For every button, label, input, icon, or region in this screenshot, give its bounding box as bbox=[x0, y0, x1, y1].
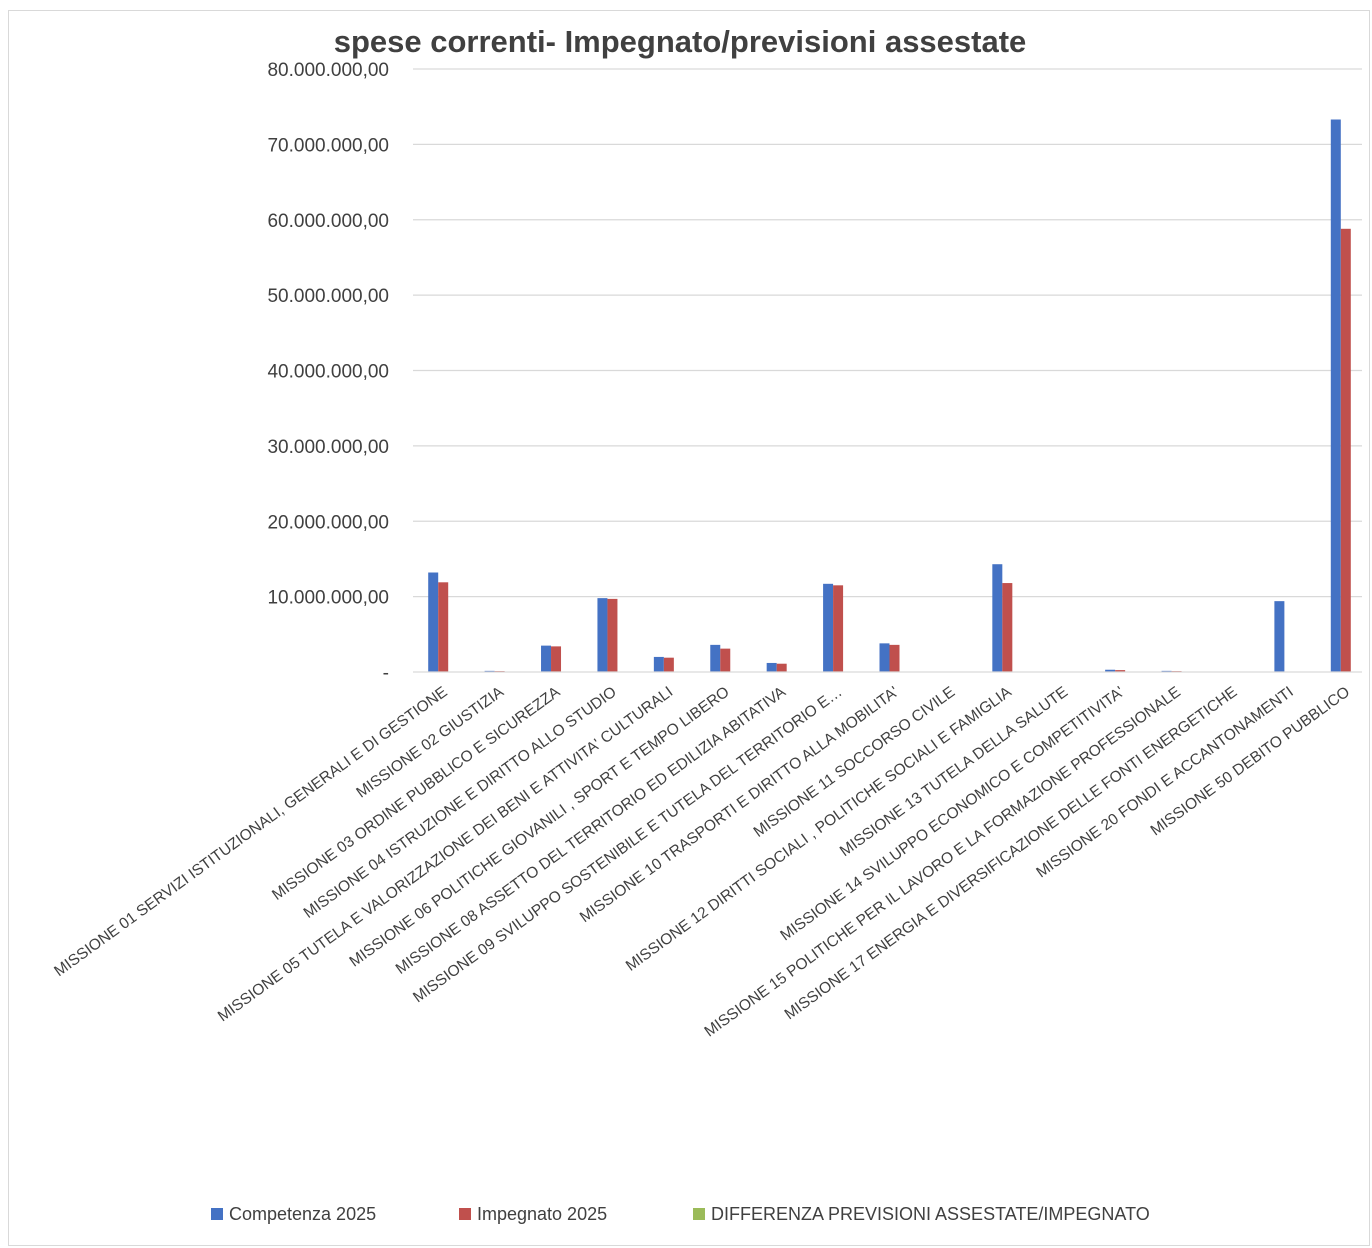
y-tick-label: 40.000.000,00 bbox=[267, 362, 389, 383]
bar-2-17 bbox=[1340, 228, 1351, 673]
bar-2-3 bbox=[551, 646, 562, 672]
bar-1-5 bbox=[653, 656, 664, 672]
bar-1-7 bbox=[766, 662, 777, 672]
legend-swatch bbox=[211, 1208, 223, 1220]
bar-1-4 bbox=[597, 598, 608, 672]
x-tick-label: MISSIONE 11 SOCCORSO CIVILE bbox=[751, 683, 959, 840]
bar-2-6 bbox=[720, 648, 731, 672]
x-axis-ticks: MISSIONE 01 SERVIZI ISTITUZIONALI, GENER… bbox=[51, 683, 1353, 1040]
y-axis-ticks: - 10.000.000,00 20.000.000,00 30.000.000,00… bbox=[267, 60, 389, 684]
bars bbox=[428, 119, 1351, 673]
legend-label: Competenza 2025 bbox=[229, 1204, 376, 1224]
bar-2-4 bbox=[607, 598, 618, 672]
bar-1-9 bbox=[879, 643, 890, 672]
bar-1-6 bbox=[710, 644, 721, 672]
bar-2-1 bbox=[438, 582, 449, 672]
y-tick-label: 70.000.000,00 bbox=[267, 135, 389, 156]
bar-1-13 bbox=[1105, 669, 1116, 672]
gridlines bbox=[413, 68, 1362, 598]
bar-1-11 bbox=[992, 564, 1003, 672]
bar-1-16 bbox=[1274, 601, 1285, 672]
y-tick-label: 20.000.000,00 bbox=[267, 512, 389, 533]
legend-label: DIFFERENZA PREVISIONI ASSESTATE/IMPEGNAT… bbox=[711, 1204, 1150, 1224]
chart-title: spese correnti- Impegnato/previsioni ass… bbox=[334, 24, 1027, 59]
bar-2-8 bbox=[833, 585, 844, 672]
y-tick-label: 10.000.000,00 bbox=[267, 588, 389, 609]
x-tick-label: MISSIONE 20 FONDI E ACCANTONAMENTI bbox=[1033, 683, 1296, 881]
y-tick-label: 30.000.000,00 bbox=[267, 437, 389, 458]
legend-swatch bbox=[459, 1208, 471, 1220]
bar-2-13 bbox=[1115, 670, 1126, 672]
y-tick-label: 50.000.000,00 bbox=[267, 286, 389, 307]
legend: Competenza 2025 Impegnato 2025 DIFFERENZA … bbox=[211, 1204, 1150, 1224]
bar-1-3 bbox=[541, 645, 552, 672]
legend-swatch bbox=[693, 1208, 705, 1220]
bar-1-17 bbox=[1330, 119, 1341, 673]
y-tick-label: 80.000.000,00 bbox=[267, 60, 389, 81]
bar-2-5 bbox=[663, 657, 674, 672]
y-tick-label: 60.000.000,00 bbox=[267, 211, 389, 232]
bar-1-1 bbox=[428, 572, 439, 672]
bar-1-8 bbox=[823, 583, 834, 672]
bar-2-7 bbox=[776, 663, 787, 672]
legend-label: Impegnato 2025 bbox=[477, 1204, 607, 1224]
chart-frame bbox=[8, 10, 1370, 1246]
bar-2-11 bbox=[1002, 583, 1013, 672]
bar-2-9 bbox=[889, 644, 900, 672]
y-tick-label: - bbox=[383, 663, 389, 684]
